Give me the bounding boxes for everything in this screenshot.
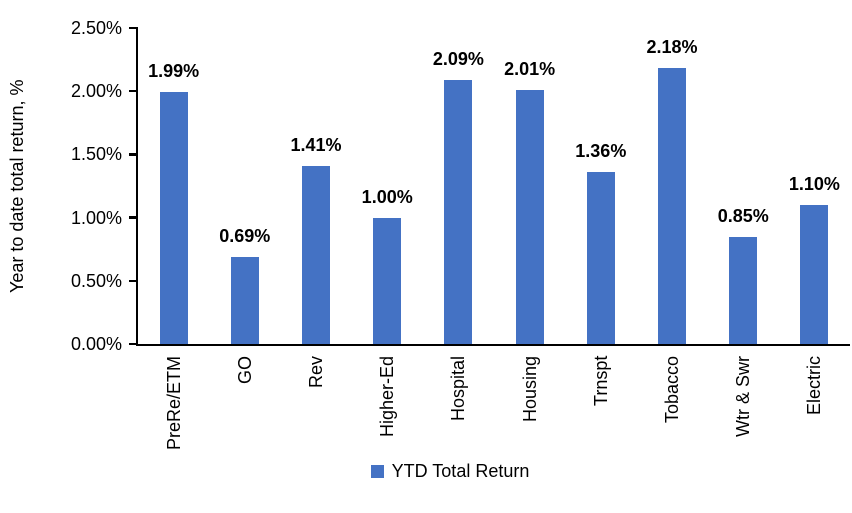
bar (444, 79, 473, 344)
bar (373, 217, 402, 344)
x-axis-label: Tobacco (662, 356, 683, 424)
bar-column: 0.69% (209, 28, 280, 344)
bar (230, 256, 259, 344)
x-axis-label: Wtr & Swr (733, 356, 754, 437)
bar-column: 1.41% (280, 28, 351, 344)
bar-column: 1.10% (779, 28, 850, 344)
bar-value-label: 1.00% (361, 186, 413, 207)
y-axis-tick (129, 89, 138, 93)
bar-value-label: 2.18% (646, 37, 698, 58)
bar-column: 0.85% (708, 28, 779, 344)
y-axis-tick-label: 2.50% (70, 18, 122, 38)
y-axis-title: Year to date total return, % (7, 79, 27, 293)
x-axis-label-cell: Hospital (423, 356, 494, 462)
x-axis-label-cell: Housing (494, 356, 565, 462)
legend-swatch (370, 464, 384, 478)
y-axis-tick (129, 216, 138, 219)
x-axis-label: Electric (804, 356, 825, 416)
bar-value-label: 1.99% (148, 61, 200, 82)
legend-label: YTD Total Return (391, 461, 530, 481)
y-axis-tick-label: 1.00% (70, 207, 122, 228)
bar-column: 1.99% (138, 28, 209, 344)
x-axis-label-cell: Trnspt (565, 356, 636, 462)
x-axis-label-cell: Rev (280, 356, 351, 462)
bar-value-label: 2.01% (504, 58, 556, 79)
bar-column: 1.36% (565, 28, 636, 344)
bar-value-label: 1.10% (788, 173, 840, 194)
x-axis-label: Housing (519, 356, 540, 423)
bar-value-label: 0.69% (219, 225, 271, 246)
y-axis-tick (129, 26, 138, 30)
x-axis-label-cell: Electric (779, 356, 850, 462)
x-axis-label: Rev (306, 356, 326, 389)
bar (515, 89, 544, 344)
x-axis-labels: PreRe/ETM GO Rev Higher-Ed Hospital Housing Tr… (138, 356, 850, 462)
bar-value-label: 0.85% (717, 205, 769, 226)
bar-column: 2.01% (494, 28, 565, 344)
bar-column: 1.00% (352, 28, 423, 344)
x-axis-label: Higher-Ed (377, 356, 398, 438)
bar (159, 92, 188, 344)
y-axis-tick (129, 153, 138, 156)
x-axis-label: PreRe/ETM (163, 356, 184, 451)
x-axis-label-cell: Wtr & Swr (708, 356, 779, 462)
bar (800, 204, 829, 344)
x-axis-label-cell: Higher-Ed (352, 356, 423, 462)
bar-series: 1.99% 0.69% 1.41% 1.00% 2.09% 2.01% 1.36% 2.18%… (138, 28, 850, 344)
bar (302, 165, 330, 344)
x-axis-label-cell: GO (209, 356, 280, 462)
y-axis-tick-label: 0.00% (70, 334, 122, 354)
bar-value-label: 1.41% (290, 134, 342, 155)
bar-value-label: 1.36% (575, 141, 627, 162)
bar-value-label: 2.09% (432, 48, 484, 69)
bar (658, 68, 687, 344)
y-axis-tick-label: 1.50% (70, 144, 122, 165)
bar (729, 236, 758, 344)
bar-column: 2.18% (636, 28, 707, 344)
x-axis-label: Hospital (448, 356, 469, 422)
y-axis-tick-label: 2.00% (70, 81, 122, 102)
bar-column: 2.09% (423, 28, 494, 344)
x-axis-label: GO (234, 356, 255, 385)
bar (586, 172, 615, 344)
y-axis-tick (129, 279, 138, 283)
y-axis-tick-label: 0.50% (70, 270, 122, 291)
x-axis-label-cell: PreRe/ETM (138, 356, 209, 462)
x-axis-label-cell: Tobacco (636, 356, 707, 462)
y-axis-tick (129, 342, 138, 346)
legend: YTD Total Return (0, 461, 852, 481)
x-axis-label: Trnspt (590, 356, 611, 407)
plot-area: 2.50% 2.00% 1.50% 1.00% 0.50% 0.00% 1.99% 0.69… (71, 18, 850, 354)
